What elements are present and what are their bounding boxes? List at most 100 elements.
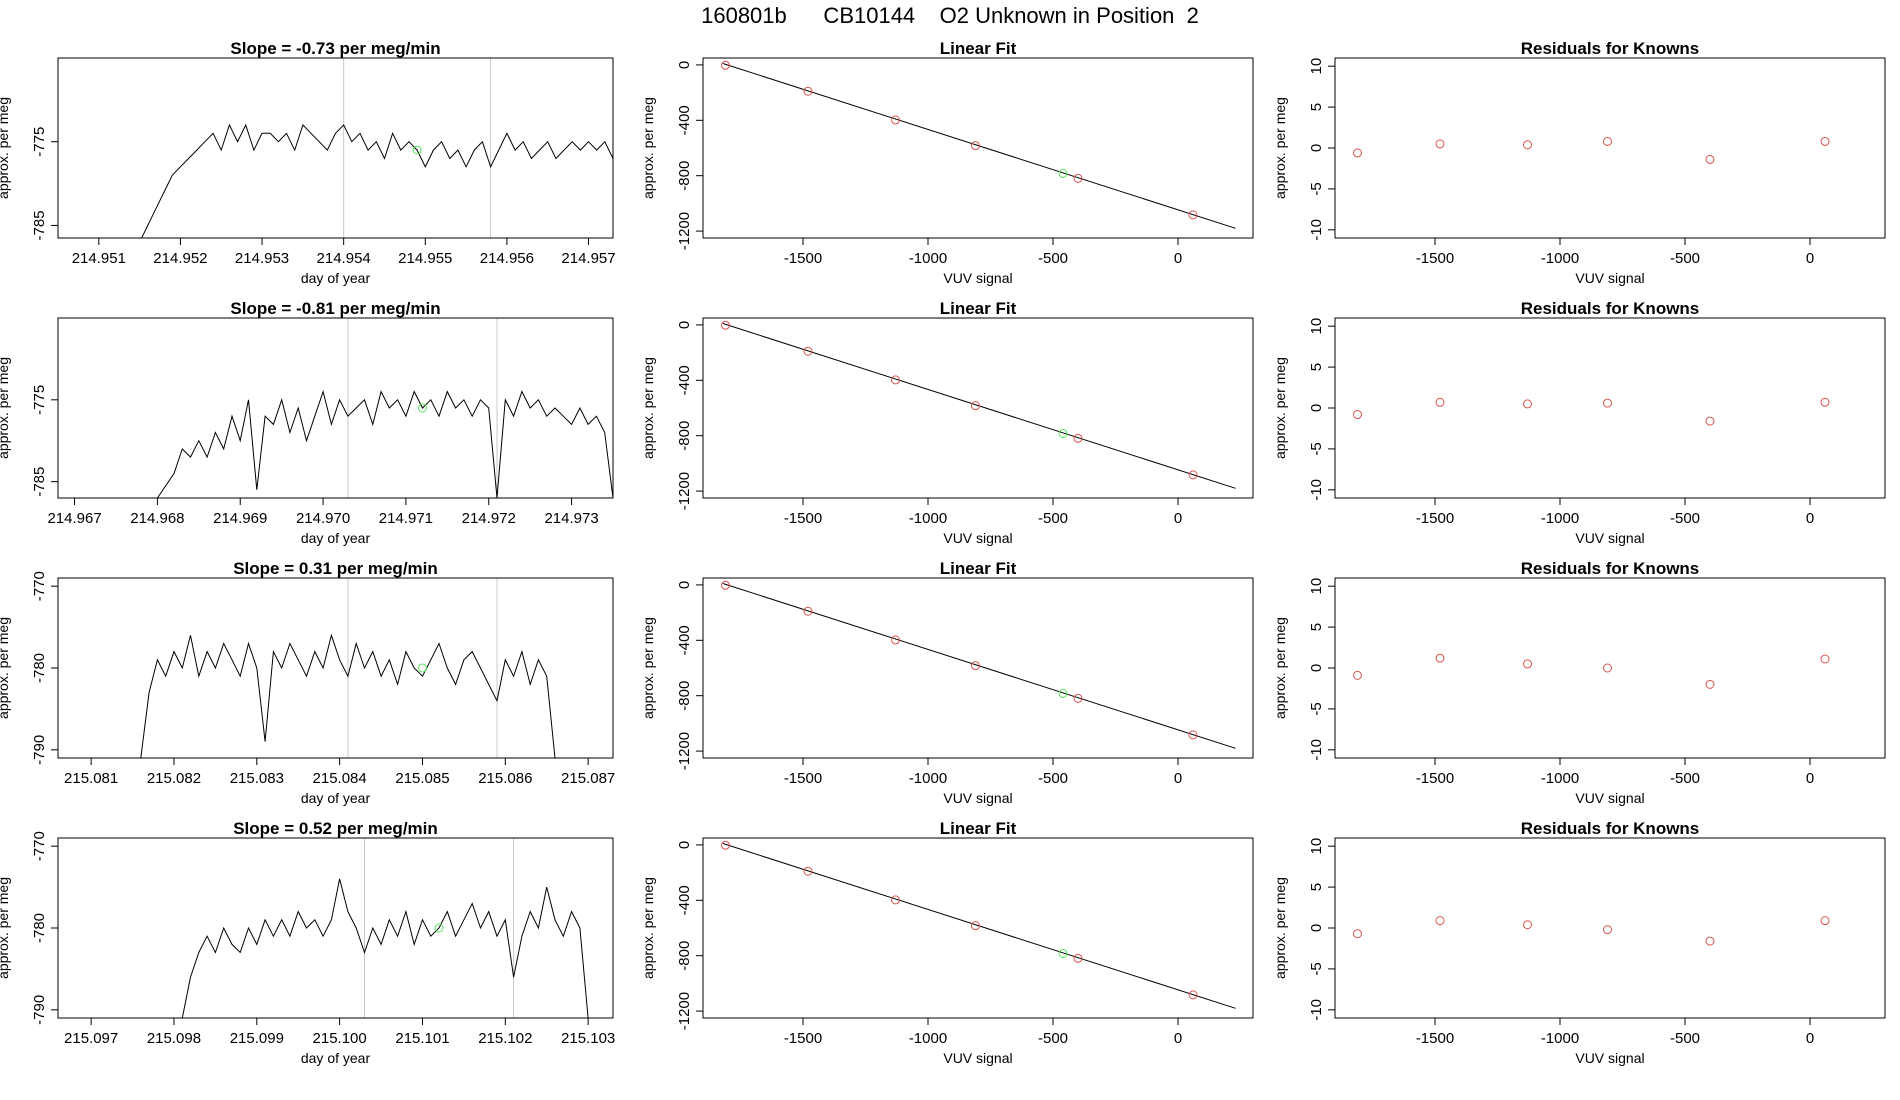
x-tick-label: 215.087	[561, 770, 615, 787]
x-tick-label: -1000	[1541, 510, 1579, 527]
panel-title: Residuals for Knowns	[1521, 819, 1700, 838]
x-tick-label: 214.953	[235, 250, 289, 267]
x-tick-label: 215.099	[230, 1030, 284, 1047]
x-axis-label: day of year	[301, 270, 371, 286]
y-tick-label: -1200	[676, 212, 693, 250]
plot-area	[721, 840, 1236, 1009]
known-point	[971, 661, 980, 671]
y-tick-label: 0	[676, 61, 693, 69]
y-tick-label: 10	[1308, 318, 1325, 335]
y-tick-label: 0	[676, 581, 693, 589]
residual-point	[1603, 136, 1612, 146]
x-tick-label: 214.973	[544, 510, 598, 527]
y-axis-label: approx. per meg	[0, 97, 11, 199]
y-tick-label: -800	[676, 681, 693, 711]
x-tick-label: -500	[1038, 250, 1068, 267]
y-tick-label: 0	[676, 841, 693, 849]
y-tick-label: 0	[1308, 664, 1325, 672]
unknown-point	[1058, 168, 1068, 178]
x-tick-label: -1000	[909, 1030, 947, 1047]
y-tick-label: -400	[676, 365, 693, 395]
plot-frame	[702, 837, 1254, 1019]
known-point	[891, 635, 900, 645]
known-point	[1188, 730, 1198, 740]
known-point	[891, 895, 900, 905]
y-tick-label: -1200	[676, 472, 693, 510]
x-tick-label: -1500	[784, 510, 822, 527]
plot-frame	[57, 577, 614, 759]
panel-title: Linear Fit	[940, 819, 1017, 838]
y-tick-label: -775	[31, 385, 48, 415]
x-axis-label: VUV signal	[943, 1050, 1012, 1066]
x-tick-label: 215.082	[147, 770, 201, 787]
known-point	[721, 580, 730, 590]
residual-point	[1435, 397, 1445, 407]
y-tick-label: 5	[1308, 363, 1325, 371]
y-tick-label: -770	[31, 571, 48, 601]
y-axis-label: approx. per meg	[1272, 617, 1288, 719]
y-tick-label: -775	[31, 127, 48, 157]
residual-point	[1353, 929, 1362, 939]
plot-area	[141, 58, 613, 238]
x-axis-label: day of year	[301, 530, 371, 546]
residual-point	[1820, 654, 1830, 664]
y-tick-label: -10	[1308, 479, 1325, 501]
x-tick-label: -1500	[784, 250, 822, 267]
x-tick-label: 0	[1806, 770, 1814, 787]
plot-area	[1353, 653, 1830, 689]
residual-point	[1523, 140, 1532, 150]
y-tick-label: -800	[676, 941, 693, 971]
y-axis-label: approx. per meg	[0, 877, 11, 979]
x-tick-label: -500	[1038, 1030, 1068, 1047]
known-point	[971, 141, 980, 151]
y-tick-label: -10	[1308, 999, 1325, 1021]
x-tick-label: -500	[1670, 1030, 1700, 1047]
known-point	[1188, 210, 1198, 220]
x-tick-label: 0	[1174, 770, 1182, 787]
unknown-point	[434, 923, 444, 933]
y-tick-label: -785	[31, 467, 48, 497]
x-tick-label: -1000	[1541, 250, 1579, 267]
known-point	[1073, 173, 1083, 183]
y-tick-label: -5	[1308, 962, 1325, 975]
residual-point	[1705, 416, 1715, 426]
x-tick-label: -1500	[1416, 510, 1454, 527]
known-point	[803, 346, 813, 356]
panel-title: Slope = 0.52 per meg/min	[233, 819, 438, 838]
y-tick-label: -10	[1308, 219, 1325, 241]
x-axis-label: day of year	[301, 1050, 371, 1066]
y-tick-label: 5	[1308, 883, 1325, 891]
x-tick-label: 215.103	[561, 1030, 615, 1047]
y-tick-label: 5	[1308, 103, 1325, 111]
y-axis-label: approx. per meg	[640, 617, 656, 719]
panel-title: Residuals for Knowns	[1521, 559, 1700, 578]
x-tick-label: 215.097	[64, 1030, 118, 1047]
plot-area	[1353, 916, 1830, 946]
x-tick-label: -1000	[909, 770, 947, 787]
unknown-point	[1058, 948, 1068, 958]
x-tick-label: 214.971	[379, 510, 433, 527]
y-tick-label: -780	[31, 653, 48, 683]
x-axis-label: VUV signal	[1575, 530, 1644, 546]
panel-title: Slope = -0.73 per meg/min	[230, 39, 440, 58]
unknown-point	[417, 663, 427, 673]
y-tick-label: -780	[31, 913, 48, 943]
panel-title: Linear Fit	[940, 559, 1017, 578]
known-point	[721, 60, 730, 70]
series-line	[141, 123, 613, 238]
plot-area	[181, 838, 589, 1018]
known-point	[891, 115, 900, 125]
plot-frame	[57, 317, 614, 499]
known-point	[721, 840, 730, 850]
x-tick-label: 215.081	[64, 770, 118, 787]
figure-title: 160801b CB10144 O2 Unknown in Position 2	[701, 3, 1199, 28]
x-tick-label: 0	[1174, 1030, 1182, 1047]
y-tick-label: -800	[676, 421, 693, 451]
x-tick-label: -1000	[909, 510, 947, 527]
x-tick-label: 214.957	[561, 250, 615, 267]
known-point	[1188, 990, 1198, 1000]
y-tick-label: 0	[1308, 924, 1325, 932]
known-point	[891, 375, 900, 385]
y-axis-label: approx. per meg	[1272, 357, 1288, 459]
